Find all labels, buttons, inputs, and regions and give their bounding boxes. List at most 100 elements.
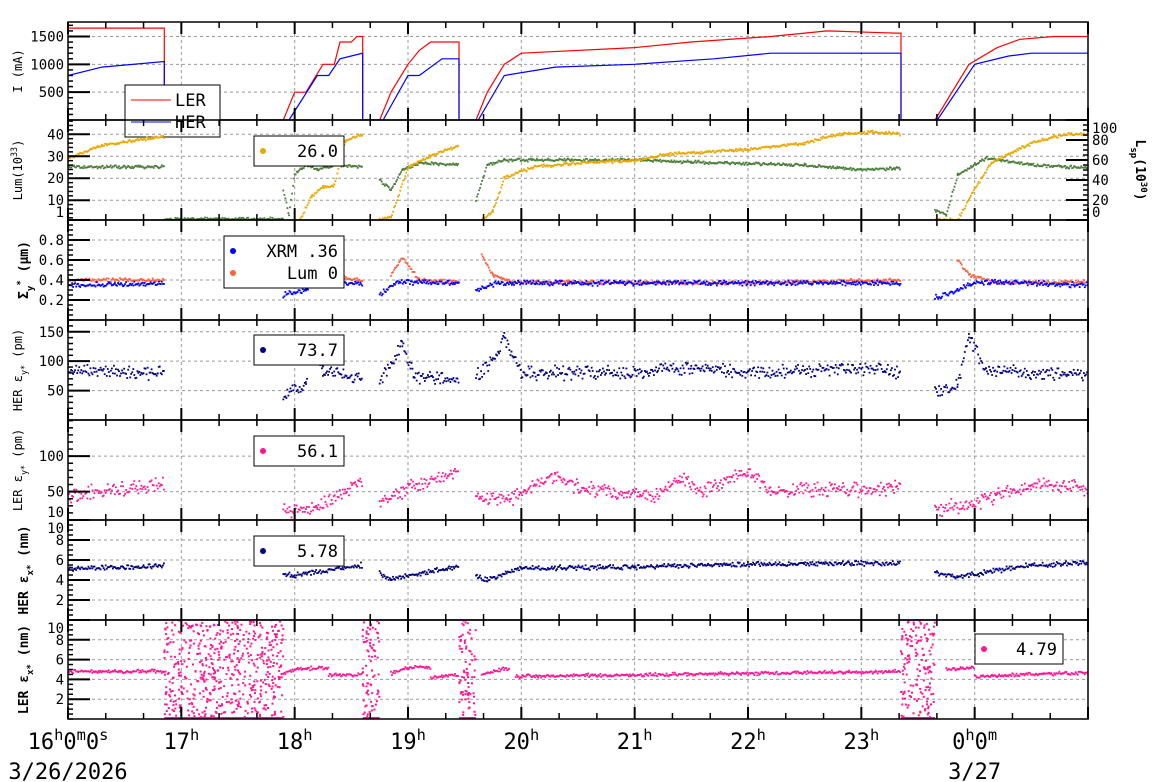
data-point (658, 154, 660, 157)
data-point (746, 280, 749, 282)
data-point (106, 282, 109, 285)
data-point (590, 159, 592, 162)
data-point (1031, 142, 1034, 144)
data-point (484, 362, 487, 364)
data-point (856, 168, 859, 170)
data-point (443, 278, 446, 281)
data-point (701, 365, 704, 368)
data-point (386, 216, 389, 218)
data-point (436, 371, 438, 374)
data-point (647, 159, 649, 161)
data-point (399, 172, 402, 175)
data-point (564, 373, 567, 376)
data-point (183, 217, 186, 219)
data-point (420, 161, 423, 164)
data-point (332, 495, 335, 498)
data-point (425, 278, 428, 281)
legend-label: XRM .36 (266, 242, 338, 262)
data-point (396, 490, 398, 493)
data-point (712, 371, 715, 374)
data-point (809, 280, 812, 283)
data-point (1051, 136, 1054, 139)
data-point (988, 279, 991, 282)
data-point (425, 377, 427, 379)
data-point (334, 180, 337, 182)
data-point (953, 185, 956, 188)
data-point (770, 281, 772, 283)
data-point (741, 163, 744, 165)
data-point (283, 503, 286, 505)
data-point (936, 296, 938, 298)
data-point (166, 218, 169, 220)
data-point (1073, 285, 1076, 288)
data-point (355, 136, 357, 139)
data-point (115, 164, 117, 167)
data-point (978, 161, 980, 164)
data-point (566, 284, 568, 287)
data-point (446, 377, 449, 379)
data-point (955, 378, 958, 381)
data-point (158, 136, 160, 139)
data-point (633, 161, 636, 163)
data-point (886, 133, 888, 135)
data-point (878, 132, 881, 135)
data-point (636, 369, 639, 371)
data-point (95, 279, 98, 282)
data-point (702, 369, 705, 372)
data-point (573, 282, 575, 284)
data-point (831, 166, 834, 169)
data-point (717, 366, 719, 368)
data-point (151, 165, 154, 168)
data-point (988, 157, 990, 160)
data-point (876, 279, 878, 282)
data-point (1077, 133, 1080, 136)
data-point (794, 163, 797, 165)
data-point (111, 142, 114, 145)
data-point (86, 364, 89, 366)
data-point (786, 164, 789, 167)
data-point (447, 281, 449, 284)
data-point (497, 496, 500, 498)
data-point (418, 482, 421, 485)
data-point (700, 150, 703, 153)
data-point (1009, 153, 1011, 156)
data-point (1053, 165, 1056, 167)
data-point (124, 283, 126, 285)
data-point (796, 163, 799, 166)
data-point (348, 164, 351, 166)
data-point (302, 212, 305, 215)
data-point (398, 280, 401, 283)
data-point (1030, 283, 1033, 285)
data-point (749, 368, 751, 371)
data-point (537, 279, 540, 282)
data-point (891, 282, 894, 285)
data-point (139, 283, 142, 286)
data-point (553, 282, 556, 285)
data-point (96, 280, 99, 283)
data-point (121, 283, 123, 286)
data-point (676, 368, 679, 371)
data-point (751, 282, 753, 284)
data-point (335, 177, 338, 180)
data-point (355, 280, 358, 282)
data-point (579, 159, 582, 162)
data-point (641, 377, 644, 379)
data-point (604, 161, 607, 164)
data-point (310, 196, 313, 198)
data-point (979, 357, 982, 360)
data-point (838, 132, 841, 135)
data-point (701, 152, 704, 155)
data-point (644, 281, 647, 283)
data-point (608, 158, 611, 161)
data-point (788, 371, 791, 374)
data-point (646, 159, 648, 162)
data-point (427, 282, 430, 285)
data-point (968, 198, 970, 201)
data-point (1005, 370, 1008, 373)
data-point (726, 160, 728, 163)
data-point (650, 155, 652, 158)
data-point (703, 163, 706, 165)
data-point (493, 276, 495, 278)
data-point (78, 366, 81, 369)
